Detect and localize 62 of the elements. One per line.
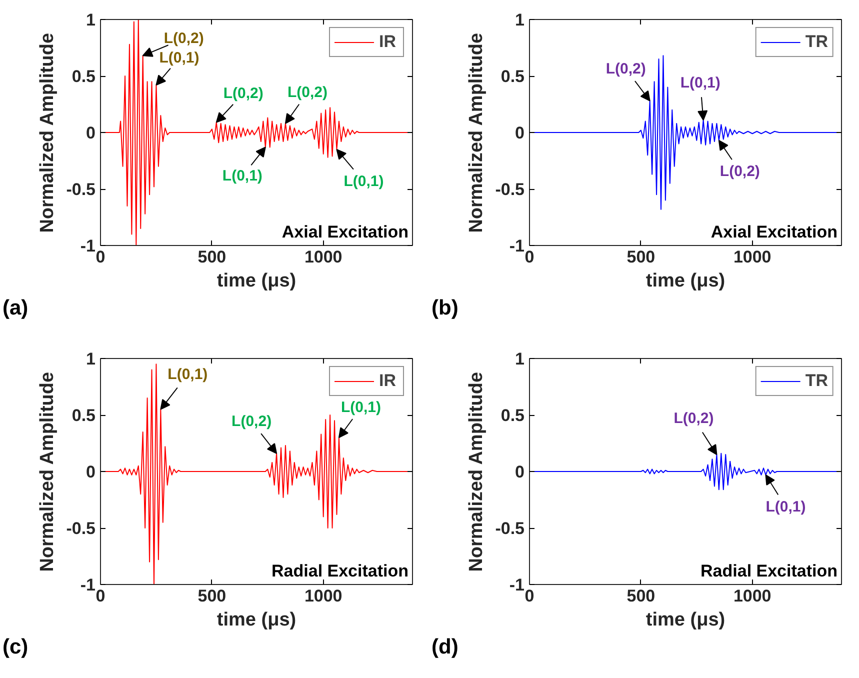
y-tick-label: -0.5 xyxy=(66,180,96,199)
x-tick-label: 500 xyxy=(626,248,656,266)
annotation: L(0,1) xyxy=(222,168,262,185)
y-tick-label: -1 xyxy=(80,576,96,594)
y-tick-label: -1 xyxy=(509,236,525,256)
x-tick-label: 1000 xyxy=(733,586,772,606)
x-tick-label: 500 xyxy=(626,586,656,606)
annotation: L(0,1) xyxy=(168,366,208,383)
annotation: Axial Excitation xyxy=(282,222,409,242)
annotation: L(0,2) xyxy=(223,84,264,102)
annotation: L(0,2) xyxy=(720,162,760,180)
annotation: Axial Excitation xyxy=(710,222,838,242)
x-tick-label: 1000 xyxy=(304,248,342,266)
annotation: L(0,1) xyxy=(159,50,200,67)
annotation: L(0,2) xyxy=(164,30,204,48)
legend-label: TR xyxy=(805,32,828,52)
annotation: L(0,2) xyxy=(287,84,328,101)
text: (b) xyxy=(432,296,458,320)
y-tick-label: -1 xyxy=(509,576,525,594)
text: (a) xyxy=(2,296,28,320)
legend-label: IR xyxy=(379,371,397,391)
annotation: L(0,2) xyxy=(232,412,272,430)
annotation: L(0,1) xyxy=(340,399,381,416)
y-tick-label: 1 xyxy=(86,10,96,30)
y-tick-label: 0 xyxy=(515,124,525,142)
annotation: Radial Excitation xyxy=(700,562,838,580)
y-tick-label: 1 xyxy=(86,350,96,368)
x-axis-title: time (μs) xyxy=(216,270,296,292)
y-tick-label: 0 xyxy=(515,462,525,482)
x-axis-title: time (μs) xyxy=(646,610,726,630)
y-tick-label: -0.5 xyxy=(495,519,525,538)
y-axis-title: Normalized Amplitude xyxy=(466,372,488,572)
y-tick-label: 0 xyxy=(86,462,96,482)
x-tick-label: 1000 xyxy=(733,248,772,266)
y-tick-label: 0.5 xyxy=(72,406,96,425)
y-tick-label: 0 xyxy=(86,124,96,142)
legend-label: IR xyxy=(379,32,397,52)
x-tick-label: 500 xyxy=(198,586,226,606)
y-tick-label: 0.5 xyxy=(500,406,525,425)
legend-label: TR xyxy=(805,371,828,391)
y-axis-title: Normalized Amplitude xyxy=(37,32,58,233)
x-tick-label: 500 xyxy=(198,248,226,266)
y-axis-title: Normalized Amplitude xyxy=(37,372,58,572)
annotation: Radial Excitation xyxy=(272,562,409,580)
annotation: L(0,1) xyxy=(680,74,720,92)
annotation: L(0,2) xyxy=(674,410,714,428)
y-tick-label: -0.5 xyxy=(495,180,525,199)
y-axis-title: Normalized Amplitude xyxy=(466,32,488,233)
x-tick-label: 1000 xyxy=(304,586,342,606)
annotation: L(0,1) xyxy=(766,498,806,516)
text: (c) xyxy=(2,636,28,658)
y-tick-label: 1 xyxy=(515,350,525,368)
x-axis-title: time (μs) xyxy=(216,610,296,630)
x-axis-title: time (μs) xyxy=(646,270,726,292)
annotation: L(0,2) xyxy=(606,60,646,78)
y-tick-label: 0.5 xyxy=(72,67,96,86)
annotation: L(0,1) xyxy=(344,172,384,190)
text: (d) xyxy=(432,636,458,658)
y-tick-label: -0.5 xyxy=(66,519,96,538)
y-tick-label: 0.5 xyxy=(500,67,525,86)
y-tick-label: -1 xyxy=(80,236,96,256)
y-tick-label: 1 xyxy=(515,10,525,30)
